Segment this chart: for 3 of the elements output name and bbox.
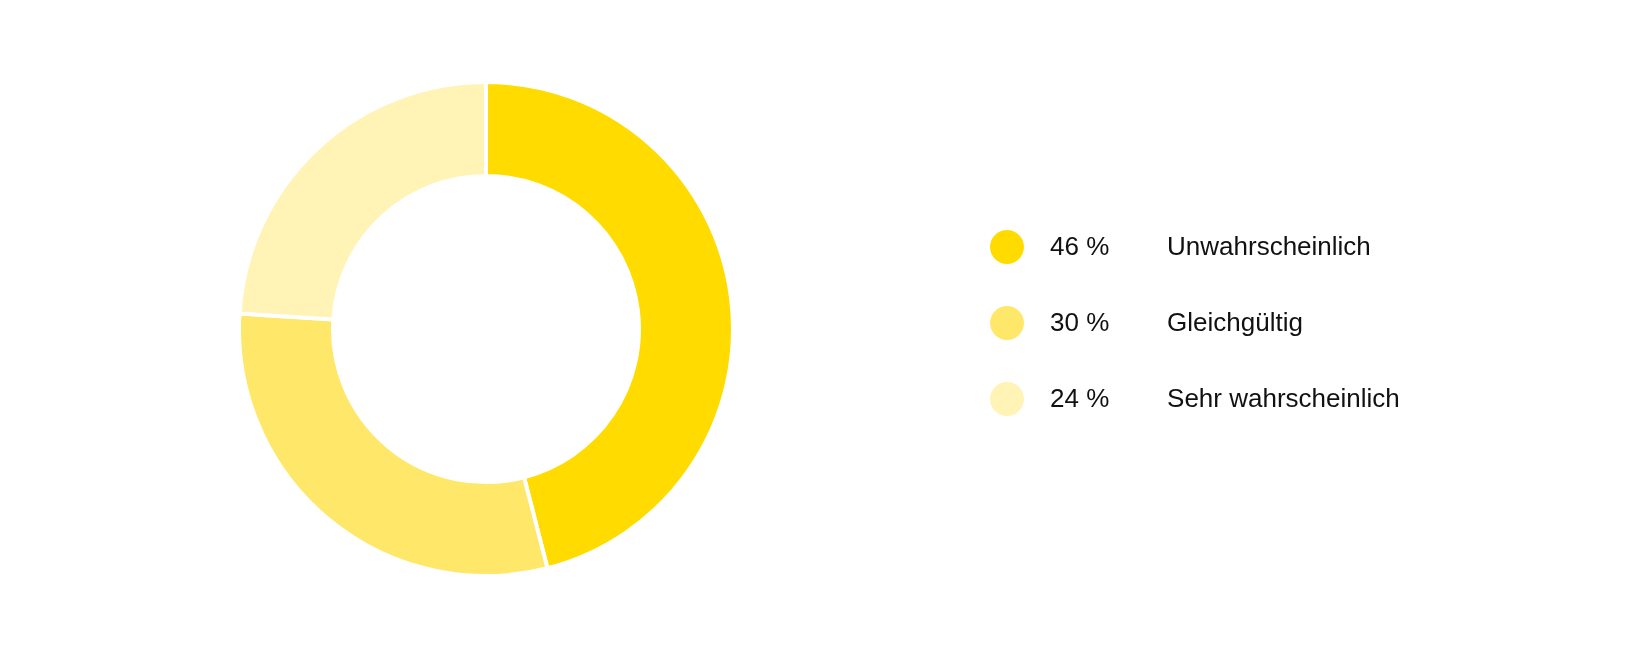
legend-label: 46 % Unwahrscheinlich [1050, 231, 1371, 261]
legend-label: 24 % Sehr wahrscheinlich [1050, 383, 1400, 413]
legend-label: 30 % Gleichgültig [1050, 307, 1303, 337]
